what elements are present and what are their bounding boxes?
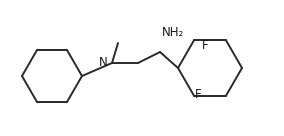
Text: F: F xyxy=(195,88,201,101)
Text: N: N xyxy=(99,55,108,69)
Text: NH₂: NH₂ xyxy=(162,27,184,39)
Text: F: F xyxy=(202,39,209,52)
